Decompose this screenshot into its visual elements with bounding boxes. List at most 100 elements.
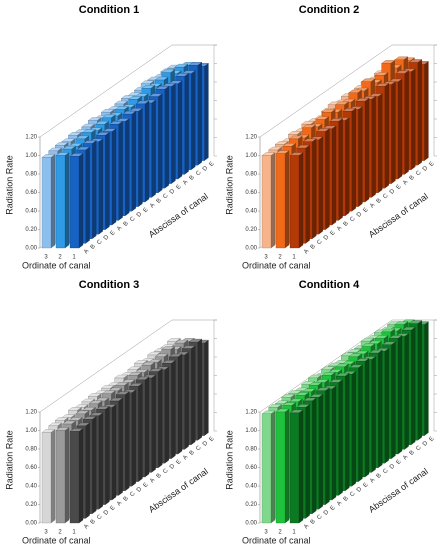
- bar-side: [177, 80, 183, 180]
- y-tick-label: 1.20: [25, 135, 37, 141]
- bar-side: [78, 153, 84, 249]
- y-tick-label: 0.00: [25, 246, 37, 252]
- x-tick-label: B: [343, 496, 350, 503]
- back-wall-edge: [259, 44, 393, 138]
- bar-side: [305, 404, 310, 519]
- x-tick-label: E: [429, 161, 436, 168]
- x-tick-label: A: [369, 202, 376, 209]
- bar: [275, 153, 286, 249]
- y-tick-label: 0.80: [25, 172, 37, 178]
- x-tick-label: E: [363, 482, 370, 489]
- x-tick-label: A: [83, 523, 90, 530]
- bar-side: [138, 382, 143, 482]
- y-tick-label: 1.00: [245, 153, 257, 159]
- bar-side: [118, 397, 123, 496]
- y-tick-label: 0.00: [245, 521, 257, 527]
- bar: [289, 412, 300, 524]
- depth-axis-label: Ordinate of canal: [22, 535, 91, 545]
- depth-axis-label: Ordinate of canal: [242, 535, 311, 545]
- y-tick-label: 1.00: [245, 428, 257, 434]
- x-tick-label: B: [189, 175, 196, 182]
- bar-side: [424, 321, 429, 436]
- bar-side: [411, 68, 416, 171]
- y-tick-label: 0.60: [245, 465, 257, 471]
- bar-side: [364, 358, 370, 478]
- series-label: 1: [72, 530, 76, 536]
- x-tick-label: A: [336, 225, 343, 232]
- bar-side: [284, 150, 290, 249]
- x-tick-label: D: [323, 234, 331, 242]
- bar-side: [338, 118, 343, 221]
- bar-side: [358, 364, 363, 482]
- x-tick-label: C: [349, 490, 357, 498]
- back-wall-edge: [39, 44, 173, 138]
- x-tick-label: E: [209, 436, 216, 443]
- y-tick-label: 1.20: [25, 410, 37, 416]
- x-tick-label: A: [369, 477, 376, 484]
- x-tick-label: D: [169, 188, 177, 196]
- bar-side: [338, 379, 343, 496]
- x-tick-label: C: [415, 169, 423, 177]
- y-tick-label: 0.80: [245, 447, 257, 453]
- x-tick-label: C: [162, 467, 170, 475]
- depth-axis-label: Ordinate of canal: [242, 260, 311, 270]
- x-tick-label: E: [429, 436, 436, 443]
- x-tick-label: D: [103, 234, 111, 242]
- x-tick-label: B: [310, 519, 317, 526]
- bar-side: [364, 97, 370, 203]
- x-axis-label: Abscissa of canal: [367, 191, 430, 239]
- bar-side: [98, 412, 103, 510]
- bar: [69, 156, 80, 249]
- bar-side: [158, 368, 163, 469]
- bar-side: [391, 341, 396, 459]
- x-tick-label: B: [376, 473, 383, 480]
- bar-side: [284, 408, 290, 524]
- bar-side: [351, 108, 356, 212]
- bar-side: [64, 427, 70, 524]
- bar-side: [404, 70, 409, 175]
- bar-side: [50, 154, 56, 249]
- y-tick-label: 0.40: [25, 209, 37, 215]
- x-tick-label: E: [363, 207, 370, 214]
- x-tick-label: D: [356, 486, 364, 494]
- y-tick-label: 0.20: [25, 502, 37, 508]
- x-tick-label: D: [136, 211, 144, 219]
- x-tick-label: E: [143, 482, 150, 489]
- depth-axis-label: Ordinate of canal: [22, 260, 91, 270]
- bar-side: [171, 359, 176, 459]
- x-tick-label: B: [409, 175, 416, 182]
- bar-side: [131, 110, 136, 212]
- bar-side: [325, 387, 330, 505]
- x-tick-label: B: [90, 519, 97, 526]
- x-tick-label: C: [195, 444, 203, 452]
- bar-side: [384, 83, 389, 189]
- bar-side: [384, 347, 389, 464]
- y-tick-label: 0.00: [25, 521, 37, 527]
- x-tick-label: C: [415, 444, 423, 452]
- back-wall-edge: [259, 319, 393, 413]
- y-tick-label: 0.60: [25, 190, 37, 196]
- x-axis-label: Abscissa of canal: [147, 191, 210, 239]
- y-tick-label: 0.20: [245, 502, 257, 508]
- x-tick-label: D: [323, 509, 331, 517]
- bar-side: [125, 118, 130, 217]
- x-tick-label: D: [389, 463, 397, 471]
- chart-panel: Condition 4 Radiation Rate 0.00 0.20 0.40 0.6…: [224, 279, 437, 545]
- x-tick-label: A: [336, 500, 343, 507]
- bar: [69, 431, 80, 524]
- bar: [41, 432, 52, 524]
- bar-side: [131, 389, 136, 487]
- bar-side: [105, 132, 110, 230]
- y-axis-label: Radiation Rate: [4, 155, 14, 215]
- bar-side: [92, 416, 97, 515]
- bar-side: [204, 339, 209, 436]
- bar-side: [151, 99, 156, 198]
- back-wall-edge: [39, 319, 173, 413]
- x-tick-label: C: [316, 238, 324, 246]
- bar-side: [312, 397, 317, 515]
- bar-side: [424, 61, 429, 161]
- bar-side: [345, 117, 350, 217]
- chart-title: Condition 1: [79, 4, 140, 16]
- chart-title: Condition 3: [79, 279, 140, 291]
